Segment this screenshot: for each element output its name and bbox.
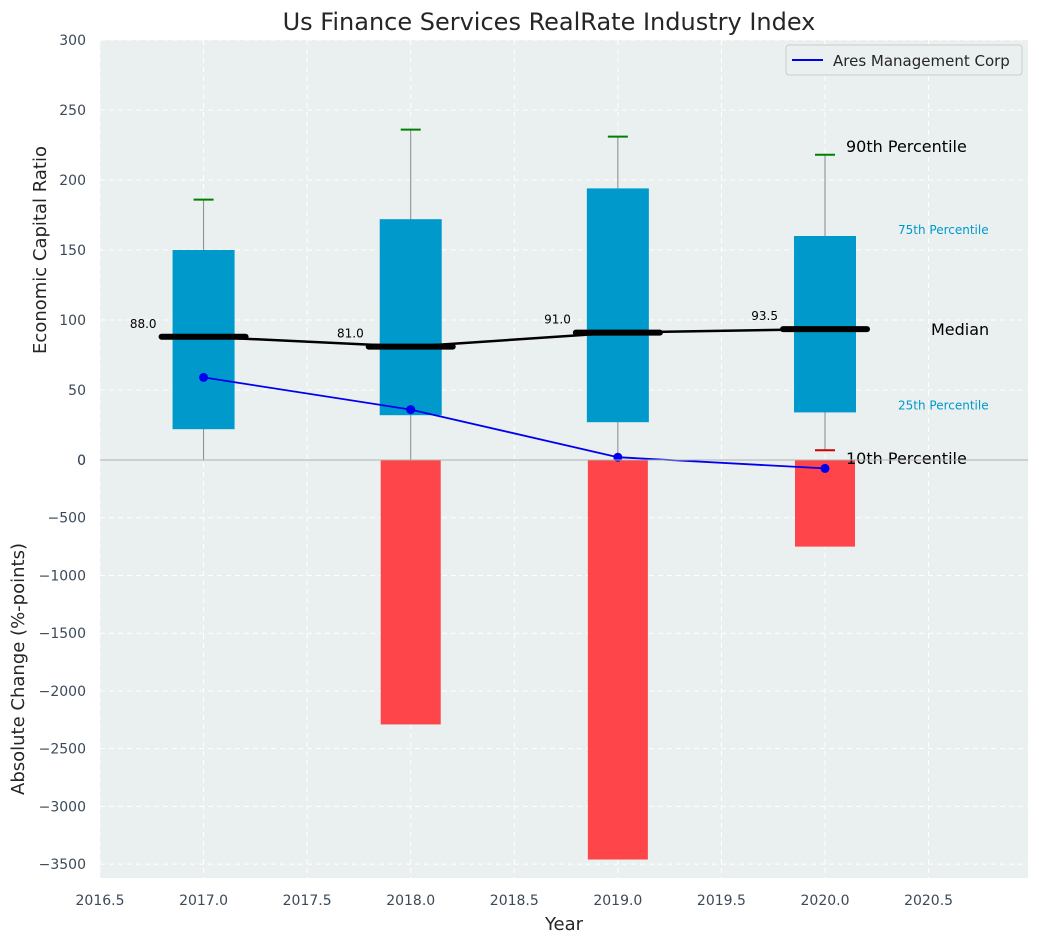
top-y-tick-label: 300 bbox=[59, 33, 86, 49]
top-y-axis-label: Economic Capital Ratio bbox=[30, 146, 51, 354]
x-axis-label: Year bbox=[544, 914, 584, 935]
x-tick-label: 2017.5 bbox=[283, 893, 332, 909]
bottom-y-tick-label: −1000 bbox=[39, 568, 86, 584]
iqr-box bbox=[586, 188, 649, 423]
change-bar bbox=[380, 460, 441, 725]
change-bar bbox=[587, 460, 648, 860]
bottom-y-tick-label: −2500 bbox=[39, 742, 86, 758]
company-point bbox=[820, 463, 830, 473]
legend-entry: Ares Management Corp bbox=[833, 52, 1010, 70]
company-point bbox=[199, 372, 209, 382]
annotation-p10: 10th Percentile bbox=[846, 449, 967, 468]
bottom-y-tick-label: 0 bbox=[77, 453, 86, 469]
median-value-label: 93.5 bbox=[751, 309, 778, 323]
x-tick-label: 2019.5 bbox=[697, 893, 746, 909]
x-tick-label: 2018.5 bbox=[490, 893, 539, 909]
top-y-tick-label: 200 bbox=[59, 173, 86, 189]
chart-title: Us Finance Services RealRate Industry In… bbox=[283, 8, 816, 36]
change-bar bbox=[795, 460, 855, 547]
bottom-y-axis-label: Absolute Change (%-points) bbox=[8, 543, 29, 795]
top-y-tick-label: 0 bbox=[77, 453, 86, 469]
median-value-label: 91.0 bbox=[544, 313, 571, 327]
company-point bbox=[406, 405, 416, 415]
legend-box bbox=[785, 44, 1023, 76]
bottom-y-tick-label: −500 bbox=[48, 511, 86, 527]
iqr-box bbox=[794, 236, 856, 413]
legend: Ares Management Corp bbox=[785, 44, 1023, 76]
company-series bbox=[199, 372, 830, 473]
x-tick-label: 2017.0 bbox=[179, 893, 228, 909]
annotation-p25: 25th Percentile bbox=[898, 398, 989, 412]
annotations: 90th Percentile 75th Percentile Median 25th… bbox=[846, 137, 989, 468]
bottom-y-tick-label: −3500 bbox=[39, 857, 86, 873]
boxes bbox=[172, 188, 856, 430]
median-line bbox=[203, 327, 826, 348]
company-line bbox=[203, 376, 826, 470]
annotation-median: Median bbox=[931, 320, 989, 339]
bottom-y-tick-label: −3000 bbox=[39, 799, 86, 815]
annotation-p90: 90th Percentile bbox=[846, 137, 967, 156]
median-value-label: 88.0 bbox=[130, 317, 157, 331]
top-y-tick-label: 100 bbox=[59, 313, 86, 329]
bottom-y-tick-label: −1500 bbox=[39, 626, 86, 642]
x-tick-label: 2020.5 bbox=[904, 893, 953, 909]
x-tick-label: 2020.0 bbox=[801, 893, 850, 909]
top-y-tick-label: 250 bbox=[59, 103, 86, 119]
top-y-tick-label: 50 bbox=[68, 383, 86, 399]
top-y-tick-label: 150 bbox=[59, 243, 86, 259]
iqr-box bbox=[379, 219, 442, 416]
medians: 88.0 81.0 91.0 93.5 bbox=[130, 309, 870, 350]
annotation-p75: 75th Percentile bbox=[898, 223, 989, 237]
company-point bbox=[613, 452, 623, 462]
bottom-y-tick-label: −2000 bbox=[39, 684, 86, 700]
x-tick-label: 2018.0 bbox=[386, 893, 435, 909]
median-value-label: 81.0 bbox=[337, 327, 364, 341]
bottom-bars bbox=[380, 460, 855, 860]
x-tick-label: 2016.5 bbox=[76, 893, 125, 909]
x-tick-label: 2019.0 bbox=[593, 893, 642, 909]
axes: 2016.5 2017.0 2017.5 2018.0 2018.5 2019.0 2019… bbox=[39, 33, 1028, 909]
